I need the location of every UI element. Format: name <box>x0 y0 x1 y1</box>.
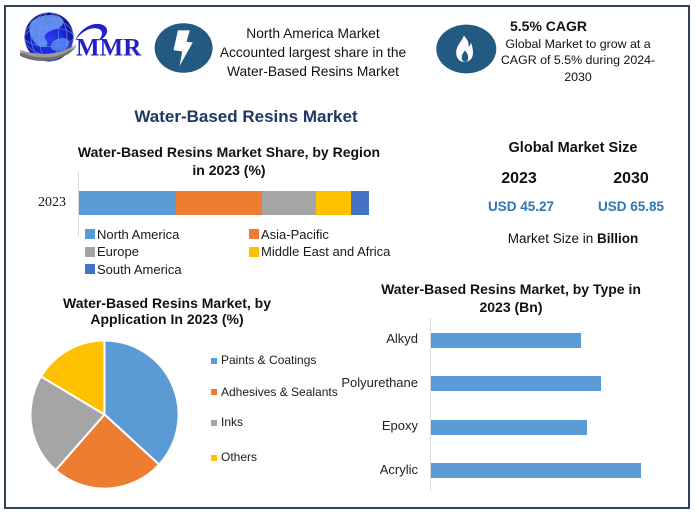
svg-text:MMR: MMR <box>76 35 142 62</box>
